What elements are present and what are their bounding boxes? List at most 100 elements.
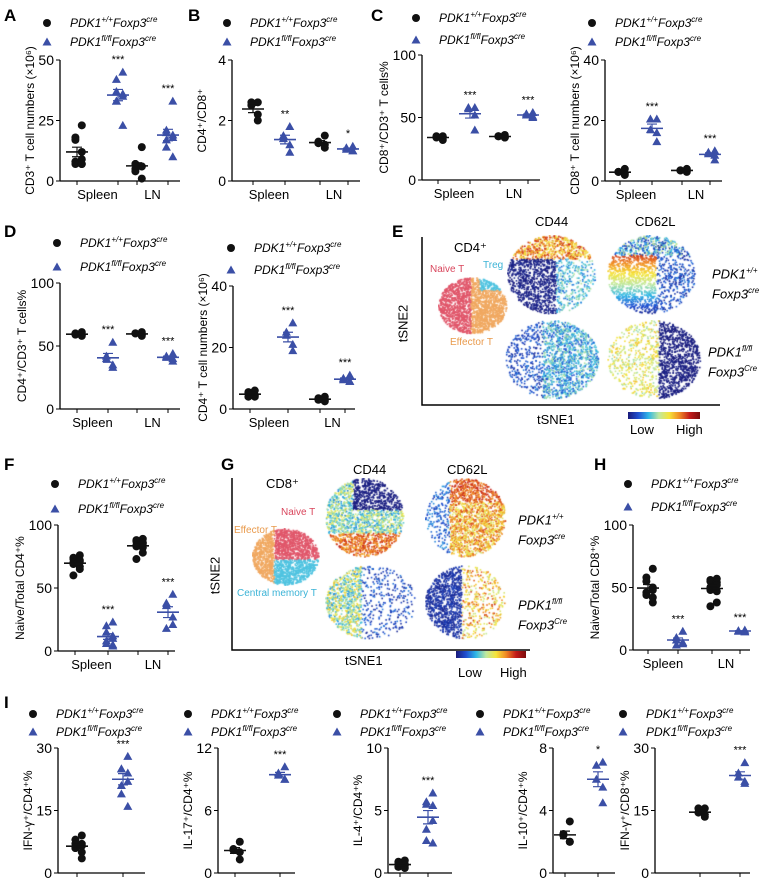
tsne-e-cd44-wt-map — [507, 235, 597, 315]
tsne-e-row-wt-label: PDK1+/+ Foxp3cre — [712, 262, 759, 303]
data-point-ko — [50, 504, 60, 513]
sem-error-bar — [495, 135, 505, 138]
tsne-g-row-ko-label: PDK1fl/fl Foxp3Cre — [518, 593, 567, 634]
sem-error-bar — [615, 170, 625, 174]
tsne-e-cluster-treg: Treg — [483, 260, 504, 271]
tsne-g-axes — [231, 478, 530, 651]
legend-label-wt: PDK1+/+Foxp3cre — [78, 476, 166, 491]
sem-error-bar — [275, 771, 285, 778]
sem-error-bar — [395, 863, 405, 867]
sem-error-bar — [245, 392, 255, 396]
data-point-wt — [43, 19, 51, 27]
sem-error-bar — [560, 830, 570, 840]
y-tick-label: 30 — [36, 740, 52, 756]
data-point-wt — [588, 19, 596, 27]
sem-error-bar — [707, 584, 717, 593]
data-point-ko — [161, 135, 171, 144]
data-point-ko — [345, 370, 355, 379]
tsne-e-marker-cd62l: CD62L — [635, 214, 676, 229]
legend-text: PDK1 — [646, 725, 677, 739]
legend-text: Foxp3 — [253, 725, 287, 739]
legend-text: Foxp3 — [545, 725, 579, 739]
tsne-e-colorbar-high: High — [676, 422, 703, 437]
legend-label-ko: PDK1fl/flFoxp3cre — [56, 724, 143, 739]
legend-superscript: +/+ — [285, 240, 297, 249]
legend-label-ko: PDK1fl/flFoxp3cre — [250, 34, 337, 49]
data-point-wt — [235, 855, 244, 864]
x-category-label: LN — [145, 657, 162, 672]
data-point-ko — [161, 128, 171, 137]
legend-superscript: fl/fl — [534, 724, 544, 733]
legend-label-wt: PDK1+/+Foxp3cre — [503, 706, 591, 721]
legend-superscript: +/+ — [101, 15, 113, 24]
sem-error-bar — [643, 583, 653, 593]
foxp3-text: Foxp3 — [712, 286, 749, 302]
sem-error-bar — [248, 104, 258, 114]
x-category-label: LN — [144, 187, 161, 202]
y-tick-label: 0 — [44, 865, 52, 881]
y-tick-label: 50 — [611, 580, 627, 596]
legend-text: Foxp3 — [693, 500, 727, 514]
data-point-wt — [712, 598, 721, 607]
legend-text: PDK1 — [211, 707, 242, 721]
y-tick-label: 0 — [218, 173, 226, 189]
genotype-text: fl/fl — [741, 344, 753, 353]
legend-text: PDK1 — [651, 500, 682, 514]
y-axis-label: CD8⁺ T cell numbers (×10⁶) — [568, 46, 582, 195]
tsne-g-colorbar — [456, 651, 526, 658]
y-axis-label: IL-4⁺/CD4⁺% — [351, 774, 365, 846]
sem-error-bar — [283, 331, 293, 343]
data-point-wt — [565, 837, 574, 846]
data-point-wt — [648, 564, 657, 573]
y-tick-label: 50 — [36, 580, 52, 596]
cre-text: Cre — [744, 364, 758, 374]
sem-error-bar — [118, 773, 128, 786]
legend-label-ko: PDK1fl/flFoxp3cre — [646, 724, 733, 739]
x-category-label: Spleen — [77, 187, 117, 202]
legend-label-wt: PDK1+/+Foxp3cre — [439, 10, 527, 25]
cre-text: cre — [554, 532, 566, 542]
y-tick-label: 0 — [204, 865, 212, 881]
data-point-wt — [706, 577, 715, 586]
y-tick-label: 40 — [211, 278, 227, 294]
legend-superscript: fl/fl — [109, 501, 119, 510]
significance-label: *** — [422, 775, 436, 787]
legend-superscript: cre — [131, 724, 143, 733]
data-point-ko — [710, 155, 720, 164]
panel-label-e: E — [392, 222, 404, 241]
legend-label-wt: PDK1+/+Foxp3cre — [80, 235, 168, 250]
legend-text: Foxp3 — [481, 33, 515, 47]
legend-superscript: cre — [145, 34, 157, 43]
sem-error-bar — [230, 847, 240, 854]
foxp3-text: Foxp3 — [518, 532, 555, 548]
data-point-wt — [71, 135, 80, 144]
legend-text: Foxp3 — [296, 263, 330, 277]
data-point-ko — [168, 349, 178, 358]
data-point-wt — [184, 710, 192, 718]
data-point-ko — [463, 104, 473, 113]
data-point-wt — [253, 98, 262, 107]
tsne-e-colorbar-low: Low — [630, 422, 654, 437]
data-point-wt — [77, 848, 86, 857]
x-category-label: Spleen — [249, 187, 289, 202]
tsne-g-cluster-effector: Effector T — [234, 525, 277, 536]
sem-error-bar — [315, 397, 325, 401]
data-point-wt — [320, 143, 329, 152]
data-point-ko — [598, 757, 608, 766]
legend-superscript: cre — [286, 724, 298, 733]
sem-error-bar — [72, 843, 82, 849]
legend-text: Foxp3 — [120, 502, 154, 516]
legend-text: Foxp3 — [688, 725, 722, 739]
data-point-wt — [227, 244, 235, 252]
data-point-ko — [411, 35, 421, 44]
legend-label-wt: PDK1+/+Foxp3cre — [651, 476, 739, 491]
data-point-ko — [645, 114, 655, 123]
data-point-ko — [42, 37, 52, 46]
data-point-ko — [226, 265, 236, 274]
y-tick-label: 50 — [38, 52, 54, 68]
